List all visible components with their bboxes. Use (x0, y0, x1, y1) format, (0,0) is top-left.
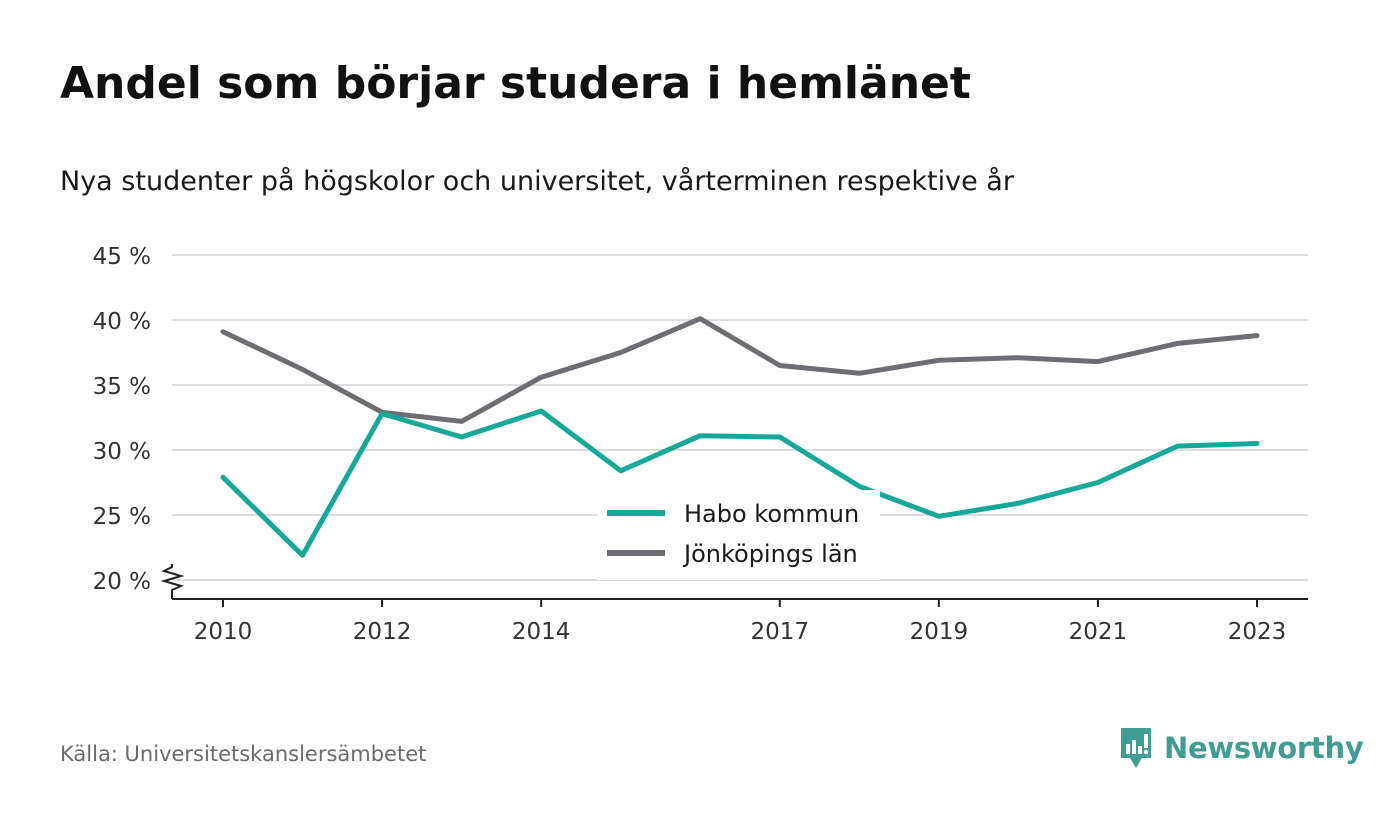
series-line-jonkoping (220, 316, 1260, 424)
x-tick-label: 2017 (750, 619, 809, 645)
y-tick-label: 20 % (93, 569, 151, 595)
x-tick-label: 2012 (353, 619, 412, 645)
x-tick-label: 2023 (1228, 619, 1287, 645)
source-note: Källa: Universitetskanslersämbetet (60, 742, 427, 766)
legend-label-jonkoping: Jönköpings län (682, 540, 858, 568)
legend-label-habo: Habo kommun (684, 500, 859, 528)
series-line-habo (220, 408, 1260, 558)
chart-title: Andel som börjar studera i hemlänet (60, 58, 971, 109)
line-chart: 20 %25 %30 %35 %40 %45 % 2010 2012 2014 201… (93, 244, 1308, 645)
x-axis (160, 564, 1308, 607)
x-axis-tick-labels: 2010 2012 2014 2017 2019 2021 2023 (194, 619, 1287, 645)
y-tick-label: 40 % (93, 309, 151, 335)
brand-logo: Newsworthy (1118, 726, 1364, 770)
newsworthy-logo-icon (1121, 728, 1151, 768)
legend: Habo kommun Jönköpings län (597, 490, 880, 580)
y-tick-label: 35 % (93, 374, 151, 400)
y-axis-break-icon (160, 564, 185, 599)
x-tick-label: 2021 (1069, 619, 1128, 645)
y-axis-tick-labels: 20 % 25 % 30 % 35 % 40 % 45 % (93, 244, 151, 595)
x-tick-label: 2019 (910, 619, 969, 645)
chart-subtitle: Nya studenter på högskolor och universit… (60, 166, 1014, 197)
y-tick-label: 25 % (93, 504, 151, 530)
series-lines (220, 316, 1260, 558)
x-tick-label: 2014 (512, 619, 571, 645)
legend-background (597, 490, 880, 580)
y-tick-label: 45 % (93, 244, 151, 270)
y-tick-label: 30 % (93, 439, 151, 465)
x-tick-label: 2010 (194, 619, 253, 645)
brand-name: Newsworthy (1164, 731, 1364, 765)
